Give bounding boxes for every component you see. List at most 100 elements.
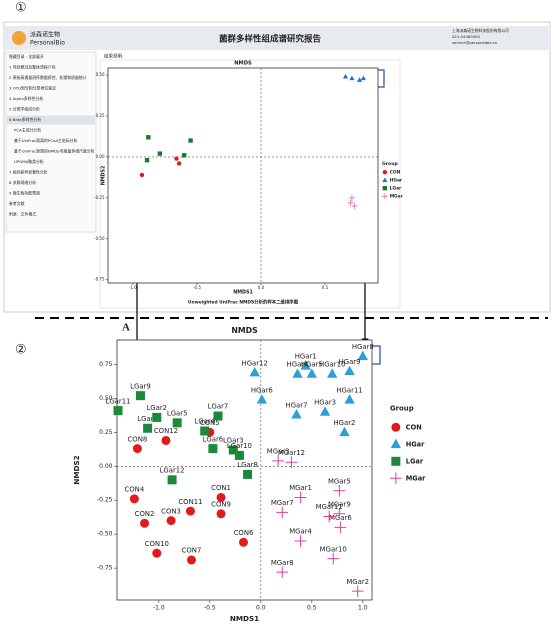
point <box>294 535 307 547</box>
point-label: CON4 <box>124 486 144 494</box>
point <box>276 566 289 579</box>
menu-item: 隐藏目录 · 全部展开 <box>9 54 44 59</box>
point <box>243 469 253 479</box>
menu-item: 5 分类学组成分析 <box>9 107 40 112</box>
marker-a: A <box>122 322 130 334</box>
point-label: LGar9 <box>130 382 151 390</box>
x-tick-label: 0.5 <box>322 285 329 290</box>
point-label: LGar8 <box>237 461 258 469</box>
x-tick-label: 0.5 <box>307 604 317 611</box>
y-tick-label: 0.25 <box>96 113 105 118</box>
legend-label: LGar <box>390 186 402 192</box>
point-label: HGar7 <box>286 401 308 409</box>
legend-title: Group <box>382 161 398 167</box>
point-label: MGar3 <box>267 448 290 456</box>
point-label: LGar10 <box>227 442 252 450</box>
menu-item: 6 Beta多样性分析 <box>9 117 41 122</box>
point <box>357 350 368 361</box>
point <box>327 368 338 378</box>
y-tick-label: -0.50 <box>97 531 113 538</box>
menu-item: 4 Alpha多样性分析 <box>9 96 43 101</box>
point-label: LGar12 <box>160 467 185 475</box>
point <box>144 157 150 163</box>
legend-title: Group <box>390 405 414 413</box>
point <box>143 423 153 433</box>
menu-item: 3 OTU划分和分类地位鉴定 <box>9 86 56 91</box>
point <box>172 418 182 428</box>
point <box>349 194 355 201</box>
point <box>208 444 218 454</box>
x-tick-label: -0.5 <box>193 285 201 290</box>
y-tick-label: 0.50 <box>99 395 113 402</box>
legend-label: CON <box>390 170 401 176</box>
point <box>186 555 196 565</box>
point-label: CON12 <box>154 427 178 435</box>
point <box>228 445 238 455</box>
x-tick-label: 0.0 <box>258 285 265 290</box>
point-label: HGar4 <box>287 361 309 369</box>
point <box>181 153 187 158</box>
plot-frame <box>107 67 379 284</box>
point <box>333 484 346 497</box>
legend-label: CON <box>406 423 422 431</box>
legend-label: LGar <box>406 457 424 465</box>
point <box>113 406 123 416</box>
point <box>161 435 171 445</box>
point <box>347 199 354 206</box>
point <box>129 494 139 504</box>
point-label: CON11 <box>178 498 202 506</box>
y-tick-label: 0.25 <box>99 429 113 436</box>
point-label: MGar11 <box>316 503 343 511</box>
point <box>360 75 366 81</box>
point <box>200 426 210 436</box>
point-label: CON6 <box>234 529 254 537</box>
point-label: MGar8 <box>271 559 294 567</box>
point <box>234 450 244 460</box>
point-label: MGar10 <box>320 545 347 553</box>
point <box>152 412 162 422</box>
contact: 021-54480000 <box>452 34 481 39</box>
point-label: HGar2 <box>333 419 355 427</box>
menu: 隐藏目录 · 全部展开 1 项目概况及整体流程介绍 2 原始高通量测序数据质控、处理… <box>7 54 95 217</box>
point <box>291 409 302 419</box>
logo-icon <box>12 31 26 45</box>
legend-marker <box>382 186 388 191</box>
y-tick-label: 0.50 <box>96 72 105 77</box>
point <box>357 77 363 82</box>
point-label: CON7 <box>182 547 202 555</box>
legend-label: MGar <box>406 474 426 482</box>
point-label: LGar4 <box>194 418 215 426</box>
menu-active <box>7 115 95 125</box>
point-label: LGar6 <box>203 435 224 443</box>
point-label: LGar11 <box>106 397 131 405</box>
chart-panel <box>99 59 401 309</box>
point <box>213 411 223 421</box>
point-label: HGar3 <box>314 399 336 407</box>
menu-item: 1 项目概况及整体流程介绍 <box>9 65 56 70</box>
point <box>319 406 331 416</box>
point <box>152 548 162 558</box>
legend-marker <box>382 177 388 183</box>
point <box>292 368 303 378</box>
point <box>306 368 317 378</box>
point-label: MGar12 <box>278 449 305 457</box>
menu-item: UPGMA聚类分析 <box>14 159 44 164</box>
header-bar <box>4 26 550 50</box>
point <box>216 492 226 502</box>
point-label: LGar7 <box>208 403 229 411</box>
point <box>351 203 358 209</box>
point <box>157 151 163 156</box>
point <box>146 135 151 140</box>
caption: Unweighted UniFrac NMDS分析的样本二维排序图 <box>188 299 299 306</box>
point-label: HGar5 <box>301 361 323 369</box>
point-label: CON9 <box>211 500 231 508</box>
contact: service@personalbio.cn <box>452 40 498 45</box>
point <box>333 507 346 520</box>
point <box>285 456 298 469</box>
marker-two: ② <box>15 343 27 358</box>
point <box>349 75 355 81</box>
point <box>344 394 355 404</box>
legend-marker <box>391 422 401 432</box>
point <box>334 521 347 534</box>
